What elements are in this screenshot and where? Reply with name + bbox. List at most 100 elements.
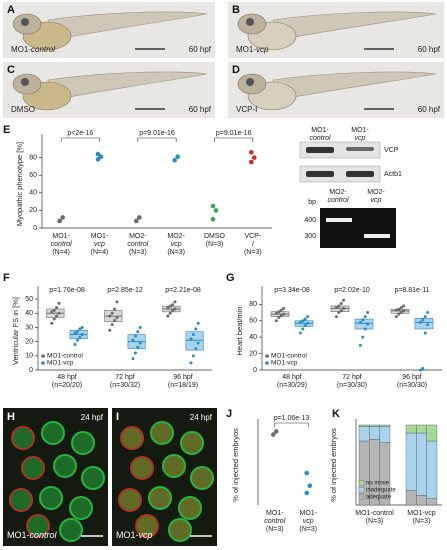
- cell: [69, 496, 93, 520]
- band-label: VCP: [384, 147, 399, 154]
- data-point: [334, 315, 338, 319]
- data-point: [171, 303, 175, 307]
- caption-part: MO1-: [7, 530, 30, 540]
- data-point: [168, 311, 172, 315]
- data-point: [339, 301, 343, 305]
- box: [185, 331, 204, 351]
- panel-label: D: [232, 64, 240, 76]
- legend-marker: [41, 354, 45, 358]
- bar-segment: [426, 498, 438, 506]
- legend-label: inadequate: [366, 488, 396, 494]
- data-point: [252, 155, 257, 160]
- data-point: [210, 203, 216, 209]
- gel-unit: bp: [308, 199, 316, 206]
- caption: MO1-control: [7, 530, 58, 540]
- data-point: [304, 470, 310, 476]
- legend-label: MO1-vcp: [47, 360, 74, 367]
- panel-label: J: [226, 408, 232, 420]
- p-value: p=3.34e-08: [274, 287, 310, 294]
- bar-segment: [405, 424, 417, 434]
- caption-part: control: [30, 530, 58, 540]
- n-label: (N=3): [299, 526, 317, 533]
- data-point: [189, 361, 193, 365]
- data-point: [210, 216, 216, 222]
- stage-label: 60 hpf: [189, 105, 212, 114]
- data-point: [339, 309, 343, 313]
- x-tick-label: MO1-control: [264, 510, 285, 525]
- legend-swatch: [358, 494, 365, 500]
- n-label: (N=3): [366, 518, 384, 525]
- data-point: [98, 154, 104, 160]
- cell: [148, 486, 172, 510]
- stage-label: 60 hpf: [189, 45, 212, 54]
- stage-label: 60 hpf: [418, 45, 441, 54]
- data-point: [282, 306, 286, 310]
- x-tick-label: 96 hpf: [402, 374, 422, 381]
- caption: MO1-vcp: [116, 530, 153, 540]
- bracket: [137, 137, 177, 142]
- cell: [41, 421, 65, 445]
- bar-segment: [405, 490, 417, 506]
- embryo-tail: [47, 11, 208, 41]
- data-point: [134, 218, 139, 224]
- caption: VCP-I: [236, 105, 257, 114]
- x-tick-label: MO1-control: [51, 233, 72, 248]
- data-point: [60, 215, 65, 220]
- data-point: [136, 330, 140, 334]
- data-point: [113, 307, 117, 311]
- bar-segment: [369, 424, 380, 427]
- data-point: [57, 301, 61, 305]
- data-point: [282, 312, 286, 316]
- bar-segment: [369, 426, 380, 440]
- caption: DMSO: [11, 105, 35, 114]
- n-label: (N=3): [167, 249, 185, 256]
- panel-label: F: [3, 272, 10, 284]
- data-point: [421, 366, 425, 370]
- data-point: [277, 310, 281, 314]
- data-point: [213, 208, 219, 213]
- data-point: [366, 311, 370, 315]
- y-tick-label: 40: [25, 310, 33, 317]
- data-point: [173, 300, 177, 304]
- data-point: [394, 308, 398, 312]
- p-value: p=1.06e-13: [274, 415, 310, 422]
- bar-segment: [416, 432, 427, 496]
- y-axis-label: Ventricular FS in [%]: [11, 297, 20, 365]
- data-point: [402, 304, 406, 308]
- y-tick-label: 80: [249, 301, 257, 308]
- n-label: (N=3): [413, 518, 431, 525]
- data-point: [342, 306, 346, 310]
- data-point: [358, 320, 362, 324]
- y-axis-label: % of injected embryos: [329, 428, 338, 502]
- y-axis-label: Myopathic phenotype [%]: [15, 142, 24, 226]
- bar-segment: [379, 424, 391, 427]
- n-label: (N=3): [206, 241, 224, 248]
- caption: MO1-control: [11, 45, 55, 54]
- data-point: [110, 311, 114, 315]
- data-point: [399, 311, 403, 315]
- data-point: [171, 308, 175, 312]
- data-point: [307, 483, 313, 489]
- data-point: [108, 314, 112, 318]
- panel-label: E: [3, 124, 10, 136]
- data-point: [189, 337, 193, 341]
- x-tick-label: MO2-control: [127, 233, 148, 248]
- embryo-tail: [47, 71, 208, 101]
- data-point: [75, 338, 79, 342]
- gel-band: [326, 218, 352, 222]
- data-point: [249, 159, 254, 165]
- data-point: [95, 157, 101, 162]
- y-tick-label: 0: [253, 367, 257, 374]
- data-point: [168, 304, 172, 308]
- data-point: [399, 306, 403, 310]
- p-value: p=2.21e-08: [165, 287, 201, 294]
- data-point: [361, 335, 365, 339]
- caption-part: vcp: [256, 45, 269, 54]
- data-point: [194, 327, 198, 331]
- data-point: [138, 325, 142, 329]
- band-label: Actb1: [384, 171, 402, 178]
- p-value: p=9.01e-16: [139, 130, 175, 137]
- n-label: (n=30/30): [337, 382, 367, 389]
- data-point: [363, 315, 367, 319]
